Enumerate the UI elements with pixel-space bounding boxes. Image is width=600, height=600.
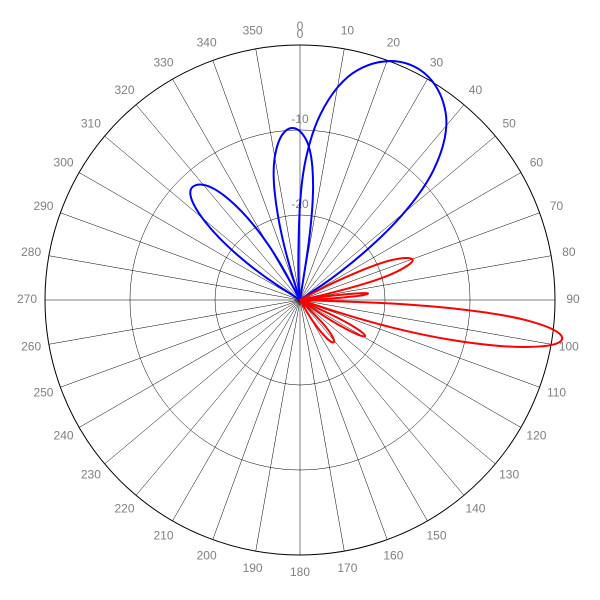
angle-label: 20 — [387, 36, 401, 50]
grid-spoke — [300, 300, 540, 387]
angle-label: 230 — [81, 468, 101, 482]
grid-spoke — [173, 300, 301, 521]
angle-label: 330 — [153, 56, 173, 70]
grid-spoke — [213, 300, 300, 540]
angle-label: 190 — [243, 561, 263, 575]
angle-label: 200 — [197, 549, 217, 563]
angle-label: 350 — [243, 23, 263, 37]
grid-spoke — [300, 300, 387, 540]
angle-label: 180 — [290, 565, 310, 579]
angle-label: 220 — [115, 501, 135, 515]
grid-spoke — [49, 256, 300, 300]
angle-label: 60 — [530, 156, 544, 170]
radial-label: -10 — [291, 112, 309, 126]
grid-spoke — [300, 256, 551, 300]
grid-spoke — [300, 300, 344, 551]
angle-label: 240 — [54, 429, 74, 443]
grid-spoke — [49, 300, 300, 344]
angle-label: 30 — [430, 56, 444, 70]
angle-label: 10 — [341, 23, 355, 37]
angle-label: 40 — [469, 83, 483, 97]
angle-label: 250 — [33, 386, 53, 400]
angle-label: 290 — [33, 199, 53, 213]
grid-spoke — [60, 300, 300, 387]
angle-label: 210 — [153, 529, 173, 543]
angle-label: 310 — [81, 117, 101, 131]
series-layer — [190, 61, 562, 347]
grid-spoke — [60, 213, 300, 300]
grid-spoke — [300, 300, 521, 428]
angle-label: 50 — [502, 117, 516, 131]
angle-label: 280 — [21, 245, 41, 259]
angle-label: 150 — [426, 529, 446, 543]
angle-label: 130 — [499, 468, 519, 482]
angle-label: 300 — [54, 156, 74, 170]
radial-label: 0 — [297, 27, 304, 41]
angle-label: 270 — [17, 292, 37, 306]
grid-spoke — [256, 49, 300, 300]
grid-spoke — [79, 300, 300, 428]
angle-label: 260 — [21, 340, 41, 354]
angle-label: 80 — [562, 245, 576, 259]
angle-label: 110 — [547, 386, 566, 400]
angle-label: 140 — [465, 501, 485, 515]
angle-label: 70 — [550, 199, 564, 213]
angle-label: 320 — [115, 83, 135, 97]
grid-spoke — [213, 60, 300, 300]
angle-label: 90 — [566, 292, 580, 306]
angle-label: 120 — [526, 429, 546, 443]
grid-spoke — [300, 213, 540, 300]
angle-label: 340 — [197, 36, 217, 50]
angle-label: 170 — [337, 561, 357, 575]
grid-spoke — [300, 173, 521, 301]
grid-spoke — [300, 79, 428, 300]
polar-chart: 0 10 20 30 40 50 60 70 80 90 100 110 120 130 140 150 160… — [0, 0, 600, 600]
angle-label: 160 — [383, 549, 403, 563]
grid-spoke — [256, 300, 300, 551]
angle-label: 100 — [559, 340, 579, 354]
